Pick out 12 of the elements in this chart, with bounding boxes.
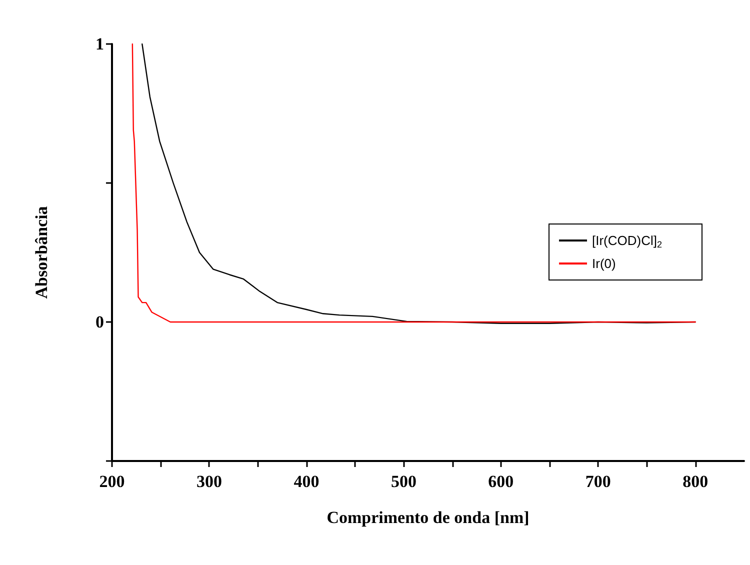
y-tick-label: 1	[96, 34, 104, 54]
x-tick-label: 700	[585, 472, 611, 491]
legend-label: Ir(0)	[592, 256, 616, 271]
x-tick-label: 800	[682, 472, 708, 491]
y-tick-label: 0	[96, 312, 104, 332]
x-tick-label: 300	[196, 472, 222, 491]
x-tick-label: 400	[294, 472, 320, 491]
x-tick-label: 200	[99, 472, 125, 491]
x-tick-label: 600	[488, 472, 514, 491]
y-axis-title: Absorbância	[32, 206, 51, 299]
x-tick-label: 500	[390, 472, 416, 491]
x-axis-title: Comprimento de onda [nm]	[326, 508, 530, 527]
